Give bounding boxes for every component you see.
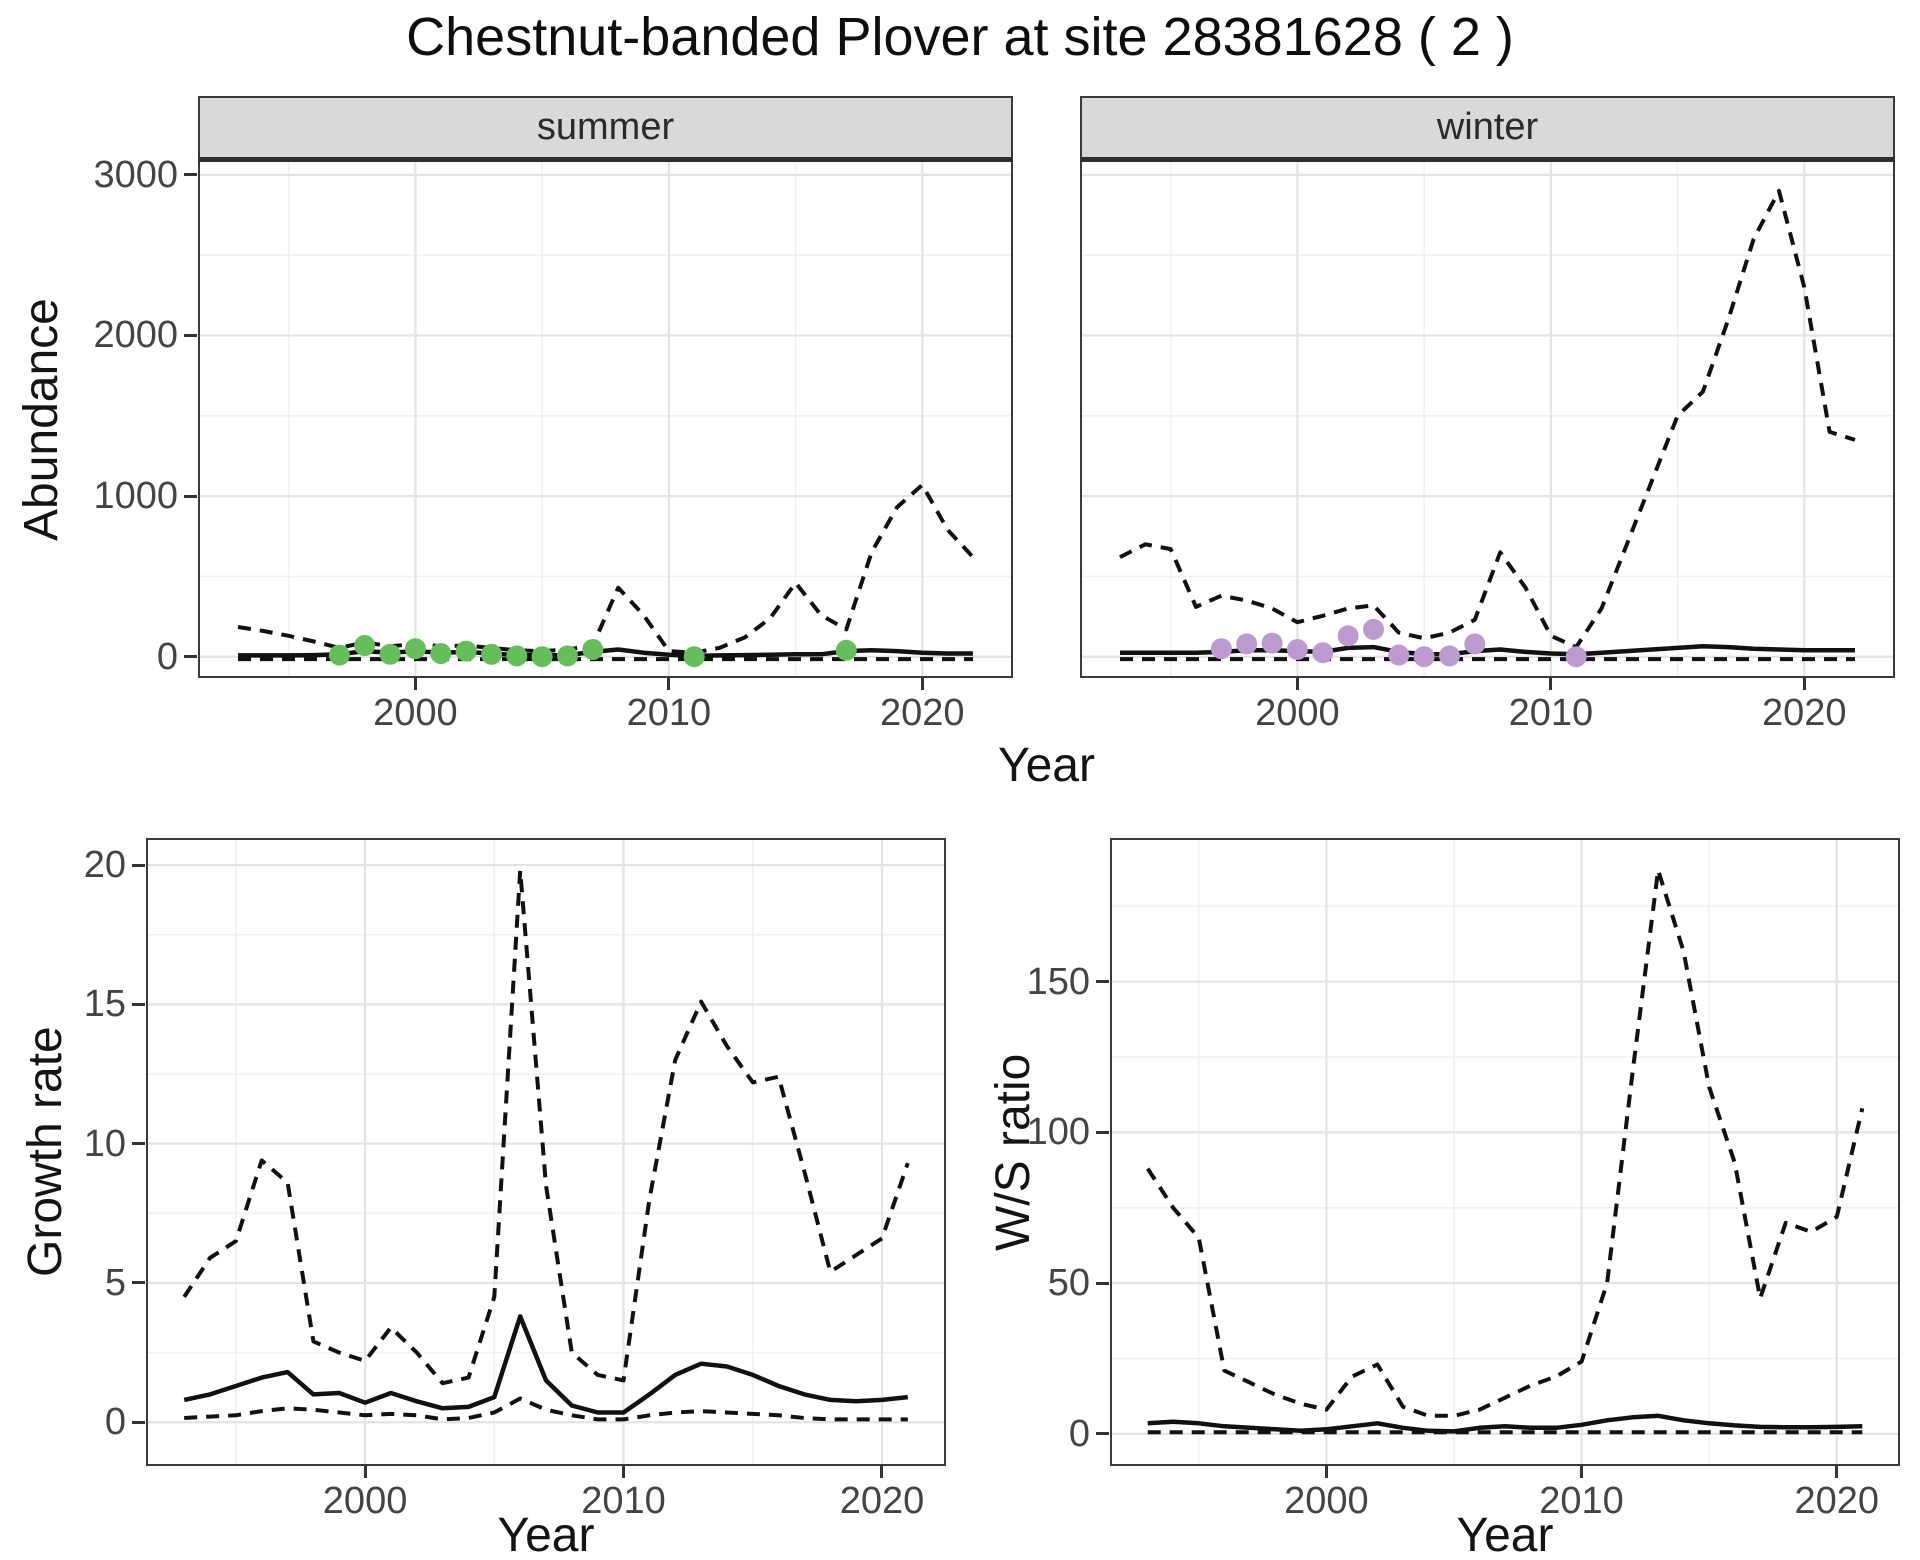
data-point [1337,625,1359,647]
y-tick-mark [184,494,197,498]
x-tick-mark [920,678,924,690]
series-upper_ci [1119,188,1856,650]
data-point [1388,644,1410,666]
facet-strip-winter-label: winter [1436,106,1539,148]
data-point [557,645,578,667]
panel-growth-rate: 0 5 10 15 20 2000 2010 2020 [84,838,946,1522]
figure-title: Chestnut-banded Plover at site 28381628 … [406,7,1514,67]
y-tick-mark [132,1281,145,1285]
data-point [835,639,857,661]
x-tick-label: 2010 [1508,692,1594,734]
data-point [1236,633,1258,655]
x-tick-mark [1802,678,1806,690]
data-point [683,646,705,668]
y-tick-mark [1096,980,1109,984]
data-point [506,645,528,667]
x-tick-label: 2020 [1762,692,1847,734]
y-tick-mark [132,1420,145,1424]
data-point [531,646,553,668]
data-point [1261,632,1283,654]
x-tick-mark [667,678,671,690]
series-upper_ci [1146,868,1865,1418]
y-tick-mark [132,1002,145,1006]
y-tick-mark [184,173,197,177]
facet-strip-winter: winter [1080,96,1895,162]
data-point [582,639,604,660]
x-tick-mark [1580,1466,1584,1478]
data-point [1312,642,1334,664]
x-tick-label: 2010 [626,692,712,734]
data-point [404,638,426,660]
data-point [328,644,350,666]
chart-surface-ws-ratio [1112,840,1898,1464]
y-tick-mark [132,1142,145,1146]
y-tick-mark [1096,1281,1109,1285]
data-point [1210,638,1232,660]
x-tick-mark [1324,1466,1328,1478]
series-estimate [1147,1413,1863,1434]
series-upper_ci [182,868,910,1386]
facet-strip-summer-label: summer [536,106,675,148]
data-point [1413,646,1435,668]
data-point [481,643,502,665]
x-tick-mark [880,1466,884,1478]
chart-surface-abundance-winter [1082,162,1893,676]
facet-strip-summer: summer [198,96,1013,162]
top-x-axis-title: Year [998,739,1095,792]
data-point [1286,639,1308,660]
data-point [1565,646,1587,668]
x-tick-mark [1295,678,1299,690]
y-tick-mark [1096,1432,1109,1436]
data-point [430,643,452,664]
series-lower_ci [184,1396,908,1422]
ws-ratio-axis-title: W/S ratio [987,1053,1040,1251]
chart-surface-growth-rate [148,840,944,1464]
chart-surface-abundance-summer [200,162,1011,676]
x-tick-label: 2000 [373,692,458,734]
data-point [379,643,401,665]
x-tick-mark [622,1466,626,1478]
panel-abundance-winter: 2000 2010 2020 [1080,162,1895,734]
data-point [1464,633,1486,655]
growth-x-axis-title: Year [497,1509,595,1560]
series-estimate [183,1314,909,1415]
data-point [455,640,477,662]
x-tick-mark [1835,1466,1839,1478]
abundance-axis-title: Abundance [15,298,68,542]
x-tick-mark [413,678,417,690]
growth-rate-axis-title: Growth rate [19,1026,72,1278]
y-tick-mark [132,863,145,867]
x-tick-mark [363,1466,367,1478]
series-upper_ci [237,482,975,655]
x-tick-label: 2020 [880,692,965,734]
y-tick-mark [184,655,197,659]
x-tick-label: 2000 [1255,692,1340,734]
data-point [1363,618,1384,640]
ws-x-axis-title: Year [1456,1509,1554,1560]
y-tick-mark [184,333,197,337]
y-tick-mark [1096,1130,1109,1134]
data-point [1439,645,1460,667]
data-point [354,635,376,656]
panel-ws-ratio: 0 50 100 150 2000 2010 2020 [1027,838,1900,1522]
x-tick-mark [1549,678,1553,690]
panel-abundance-summer: 0 1000 2000 3000 2000 2010 2020 [93,154,1013,734]
